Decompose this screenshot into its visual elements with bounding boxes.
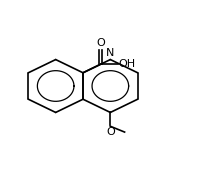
- Text: N: N: [106, 48, 114, 58]
- Text: O: O: [105, 127, 114, 137]
- Text: OH: OH: [118, 59, 135, 69]
- Text: O: O: [96, 38, 104, 48]
